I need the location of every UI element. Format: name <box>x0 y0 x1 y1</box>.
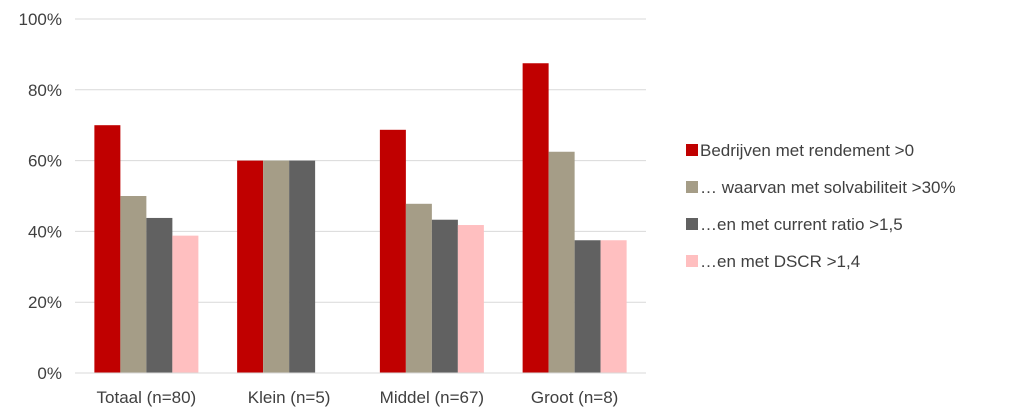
legend-swatch <box>686 255 698 267</box>
bar <box>431 219 458 373</box>
bar <box>548 151 575 373</box>
x-tick-label: Groot (n=8) <box>531 388 618 407</box>
x-tick-label: Totaal (n=80) <box>97 388 197 407</box>
bar <box>94 125 121 373</box>
legend-label: … waarvan met solvabiliteit >30% <box>700 178 956 197</box>
x-tick-label: Klein (n=5) <box>248 388 331 407</box>
bar <box>405 203 432 373</box>
y-tick-label: 0% <box>37 364 62 383</box>
legend-label: Bedrijven met rendement >0 <box>700 141 914 160</box>
legend-swatch <box>686 144 698 156</box>
legend: Bedrijven met rendement >0 … waarvan met … <box>686 141 956 271</box>
legend-swatch <box>686 181 698 193</box>
bar <box>237 160 264 373</box>
y-tick-label: 40% <box>28 222 62 241</box>
legend-swatch <box>686 218 698 230</box>
bar <box>120 196 147 373</box>
bar <box>457 225 484 373</box>
y-tick-label: 80% <box>28 81 62 100</box>
bar <box>522 63 549 373</box>
bars <box>94 63 627 373</box>
bar <box>263 160 290 373</box>
bar <box>172 235 199 373</box>
x-tick-label: Middel (n=67) <box>380 388 484 407</box>
y-tick-label: 60% <box>28 152 62 171</box>
y-tick-label: 20% <box>28 293 62 312</box>
bar <box>600 240 627 373</box>
legend-label: …en met DSCR >1,4 <box>700 252 860 271</box>
bar <box>379 129 406 373</box>
bar <box>146 217 173 373</box>
bar <box>574 240 601 373</box>
y-tick-label: 100% <box>19 10 62 29</box>
legend-label: …en met current ratio >1,5 <box>700 215 903 234</box>
y-axis-tick-labels: 0% 20% 40% 60% 80% 100% <box>19 10 62 383</box>
bar <box>289 160 316 373</box>
x-axis-category-labels: Totaal (n=80) Klein (n=5) Middel (n=67) Gro… <box>97 388 619 407</box>
